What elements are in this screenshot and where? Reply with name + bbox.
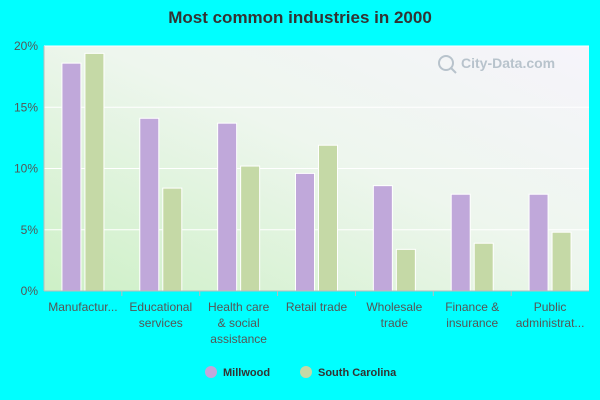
x-tick-label-line: insurance (446, 316, 498, 330)
legend-label: Millwood (223, 367, 270, 379)
axes: 0% 5% 10% 15% 20% Manufactur... Educational ser… (14, 39, 589, 346)
bar-south-carolina (473, 242, 494, 292)
x-tick-label: Public administrat... (516, 300, 585, 330)
bar-south-carolina (318, 144, 338, 292)
x-tick-label-line: Retail trade (286, 300, 348, 314)
x-tick-label: Retail trade (286, 300, 348, 314)
watermark-text: City-Data.com (461, 55, 555, 71)
bar-millwood (450, 193, 471, 292)
y-tick-label: 20% (14, 39, 38, 53)
bar-millwood (528, 193, 549, 292)
x-tick-label-line: administrat... (516, 316, 585, 330)
bar-south-carolina (162, 187, 183, 292)
bar-millwood (295, 172, 315, 292)
bar-south-carolina (395, 248, 416, 292)
y-tick-label: 10% (14, 162, 38, 176)
grid-lines (44, 45, 589, 231)
x-tick-label: Manufactur... (48, 300, 117, 314)
bar-millwood (61, 62, 82, 292)
bar-millwood (372, 185, 393, 292)
x-tick-label-line: Public (534, 300, 567, 314)
y-tick-label: 0% (21, 284, 39, 298)
x-tick-label-line: Manufactur... (48, 300, 117, 314)
x-tick-label-line: Finance & (445, 300, 499, 314)
legend: Millwood South Carolina (205, 366, 397, 379)
bar-millwood (139, 117, 160, 292)
x-tick-label-line: Health care (208, 300, 270, 314)
bar-south-carolina (551, 231, 572, 292)
legend-swatch (205, 366, 217, 378)
legend-label: South Carolina (318, 367, 397, 379)
bar-millwood (217, 122, 238, 292)
bar-south-carolina (240, 165, 261, 292)
bars (61, 52, 572, 292)
legend-swatch (300, 366, 312, 378)
x-tick-label-line: services (139, 316, 183, 330)
x-tick-label-line: Wholesale (366, 300, 422, 314)
y-tick-label: 5% (21, 223, 39, 237)
x-tick-label-line: Educational (129, 300, 192, 314)
legend-item: South Carolina (300, 366, 397, 379)
watermark: City-Data.com (438, 55, 555, 74)
x-tick-label: Wholesale trade (366, 300, 422, 330)
x-tick-label: Educational services (129, 300, 192, 330)
x-tick-label: Health care & social assistance (208, 300, 270, 346)
x-tick-label-line: assistance (210, 332, 267, 346)
x-tick-label-line: & social (218, 316, 260, 330)
legend-item: Millwood (205, 366, 270, 379)
y-tick-label: 15% (14, 100, 38, 114)
chart-title: Most common industries in 2000 (168, 8, 432, 27)
x-tick-label: Finance & insurance (445, 300, 499, 330)
x-tick-label-line: trade (381, 316, 409, 330)
bar-south-carolina (84, 52, 105, 292)
